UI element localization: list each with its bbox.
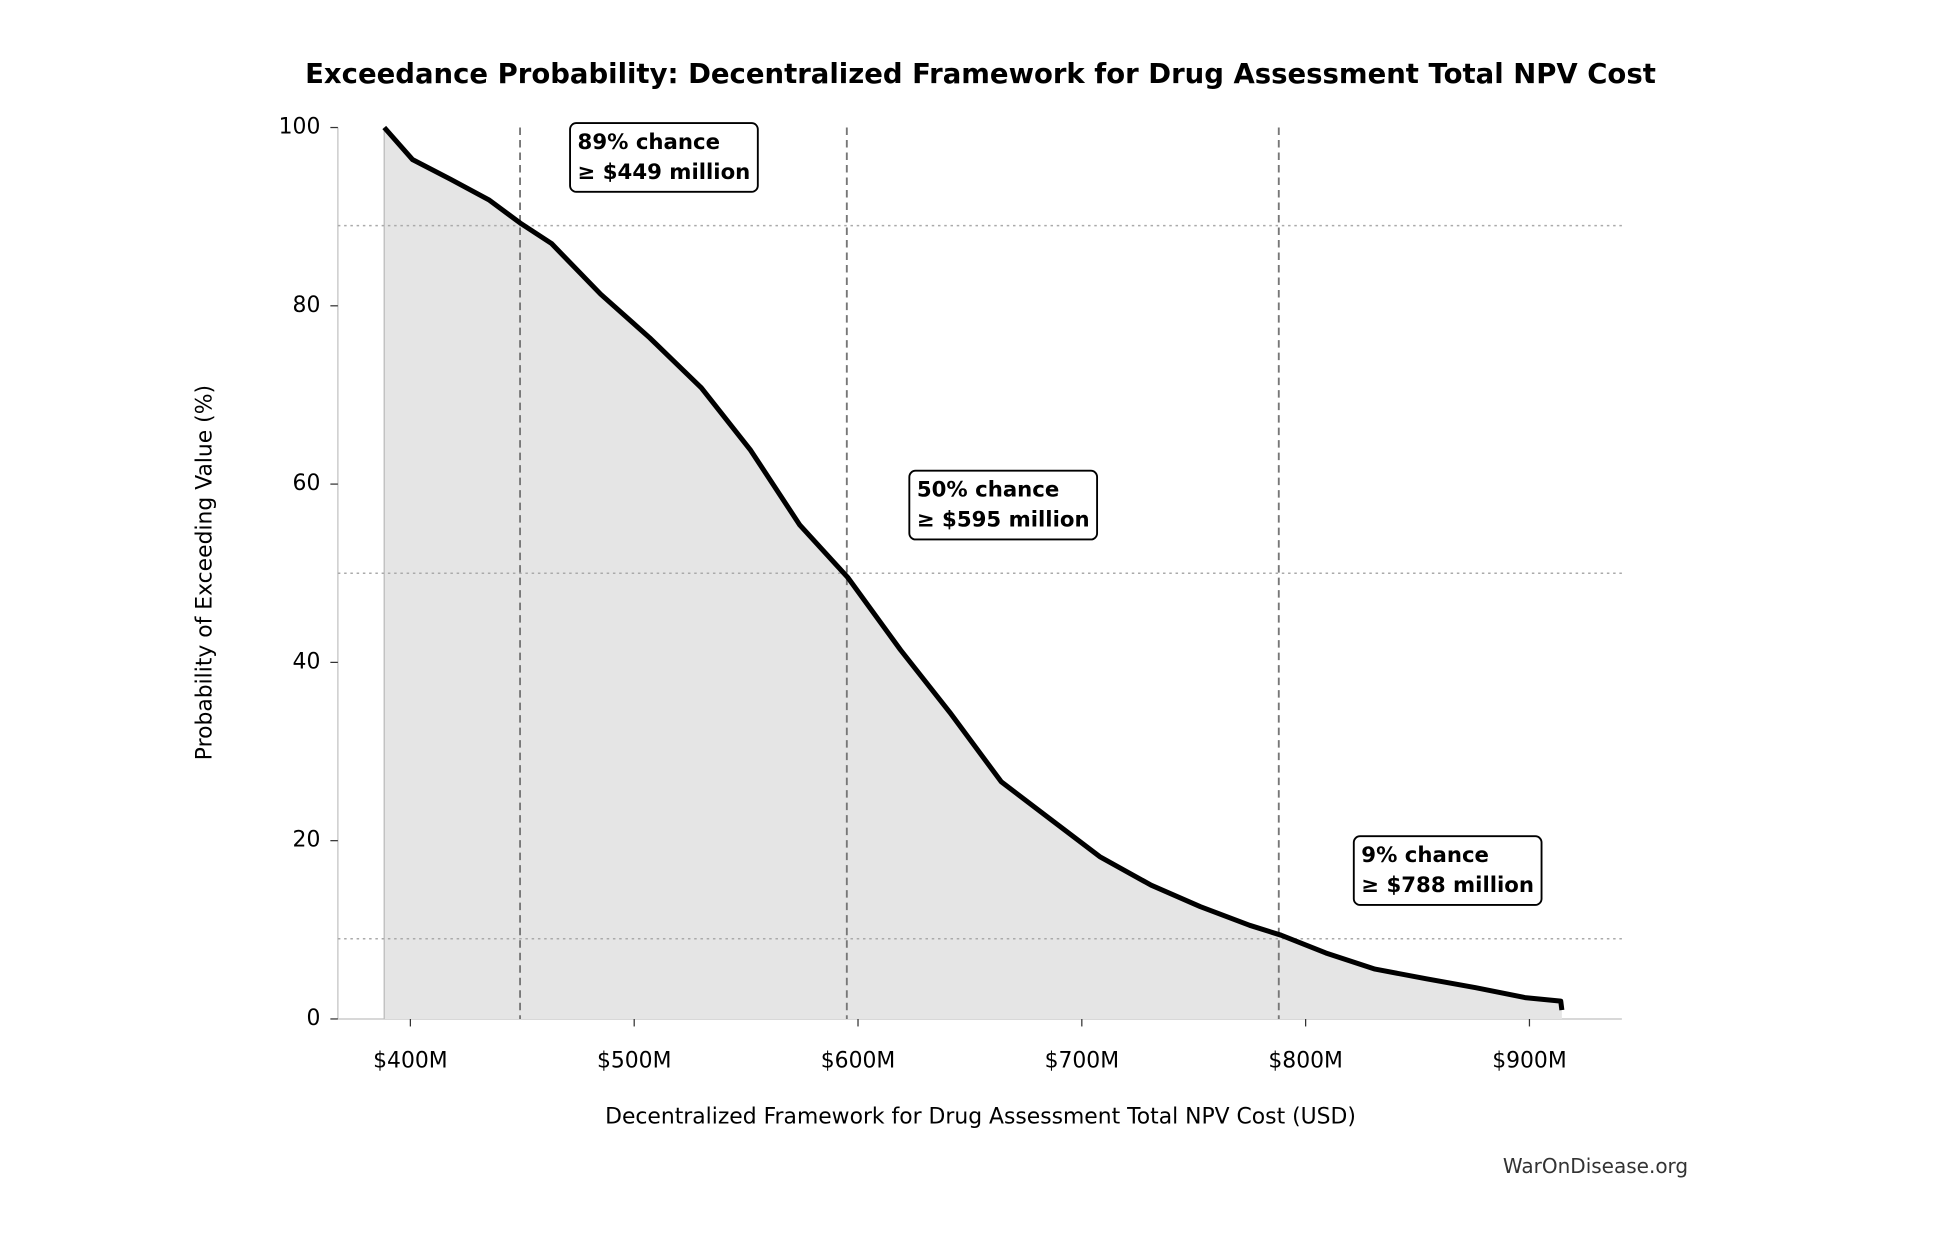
chart-title: Exceedance Probability: Decentralized Fr… bbox=[305, 58, 1656, 90]
annotation-box bbox=[1352, 835, 1543, 906]
x-tick-label: $700M bbox=[1045, 1048, 1120, 1073]
y-tick-label: 0 bbox=[306, 1006, 320, 1031]
y-axis-label: Probability of Exceeding Value (%) bbox=[192, 385, 217, 760]
y-tick-label: 100 bbox=[279, 115, 321, 140]
x-tick-label: $400M bbox=[373, 1048, 447, 1073]
annotation-line: 9% chance bbox=[1361, 843, 1489, 868]
x-axis-label: Decentralized Framework for Drug Assessm… bbox=[605, 1105, 1356, 1130]
x-tick-label: $500M bbox=[597, 1048, 672, 1073]
watermark: WarOnDisease.org bbox=[1503, 1154, 1688, 1178]
y-tick-label: 40 bbox=[293, 649, 321, 674]
y-tick-label: 20 bbox=[293, 828, 321, 853]
annotation-line: 50% chance bbox=[917, 478, 1059, 503]
area-fill bbox=[384, 127, 1562, 1019]
curve bbox=[382, 125, 1565, 1011]
annotation-box bbox=[569, 122, 759, 193]
annotation-line: ≥ $595 million bbox=[917, 508, 1090, 533]
annotation: 89% chance ≥ $449 million bbox=[569, 122, 759, 193]
x-tick-label: $800M bbox=[1268, 1048, 1343, 1073]
x-tick-label: $900M bbox=[1492, 1048, 1566, 1073]
annotation-line: 89% chance bbox=[578, 130, 720, 155]
annotation-line: ≥ $449 million bbox=[578, 160, 751, 185]
y-tick-label: 80 bbox=[293, 293, 321, 318]
annotation-line: ≥ $788 million bbox=[1361, 873, 1534, 898]
annotation: 9% chance ≥ $788 million bbox=[1352, 835, 1543, 906]
y-tick-label: 60 bbox=[293, 471, 321, 496]
x-tick-label: $600M bbox=[821, 1048, 895, 1073]
annotation: 50% chance ≥ $595 million bbox=[908, 469, 1099, 541]
annotation-box bbox=[908, 469, 1099, 541]
